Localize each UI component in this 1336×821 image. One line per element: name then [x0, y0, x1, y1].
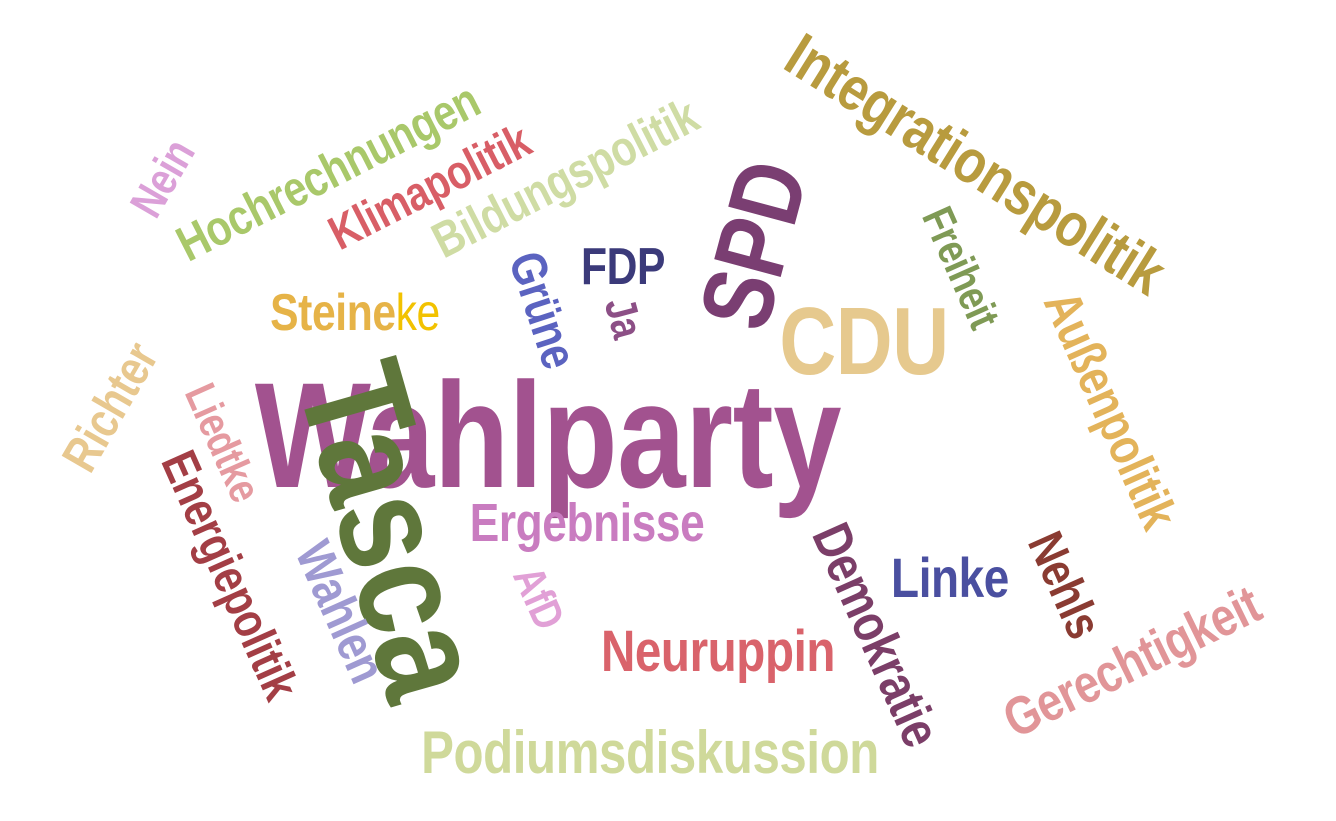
word-neuruppin: Neuruppin: [600, 619, 836, 684]
word-ergebnisse: Ergebnisse: [469, 493, 705, 553]
word-steineke-part-b: ke: [395, 284, 441, 342]
word-steineke: Steineke: [270, 287, 440, 339]
word-fdp: FDP: [580, 238, 666, 296]
word-ja: Ja: [594, 292, 653, 344]
word-wahlparty: Wahlparty: [254, 351, 842, 519]
word-linke: Linke: [891, 546, 1009, 609]
word-gerechtigkeit: Gerechtigkeit: [994, 574, 1270, 750]
word-richter: Richter: [51, 333, 169, 481]
word-cdu: CDU: [779, 288, 949, 395]
word-aussenpolitik: Außenpolitik: [1031, 282, 1189, 538]
word-podiumsdiskussion: Podiumsdiskussion: [421, 719, 879, 786]
word-steineke-part-a: Steine: [270, 284, 396, 342]
word-nehls: Nehls: [1017, 523, 1113, 647]
word-afd: AfD: [503, 559, 574, 637]
